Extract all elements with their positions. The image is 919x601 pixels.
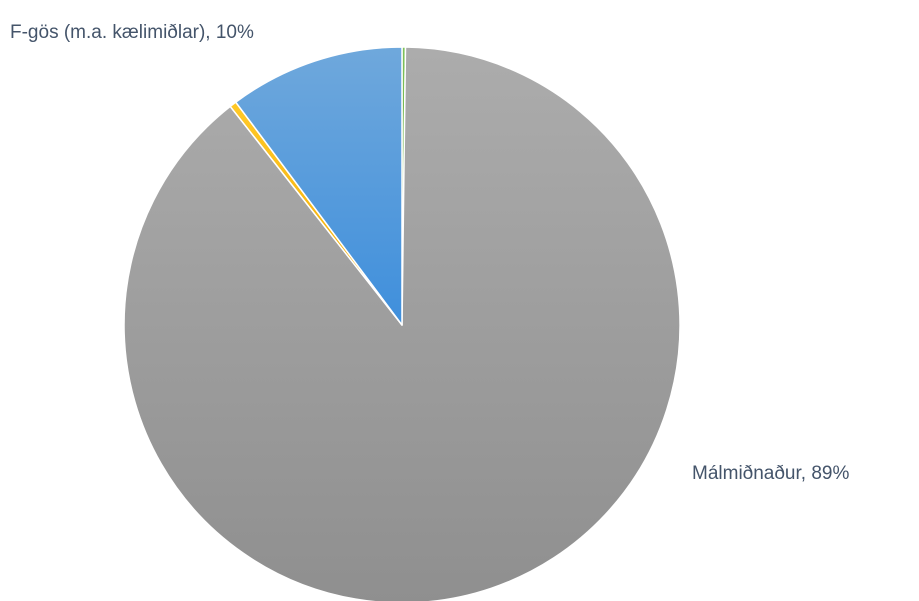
pie-slice-label-1: Málmiðnaður, 89% (692, 463, 849, 484)
pie-slice-3 (235, 46, 403, 326)
pie-labels: Málmiðnaður, 89% F-gös (m.a. kælimiðlar),… (10, 22, 849, 484)
pie-slice-1 (123, 46, 681, 601)
pie-slice-label-3: F-gös (m.a. kælimiðlar), 10% (10, 22, 254, 43)
pie-slices (123, 46, 681, 601)
